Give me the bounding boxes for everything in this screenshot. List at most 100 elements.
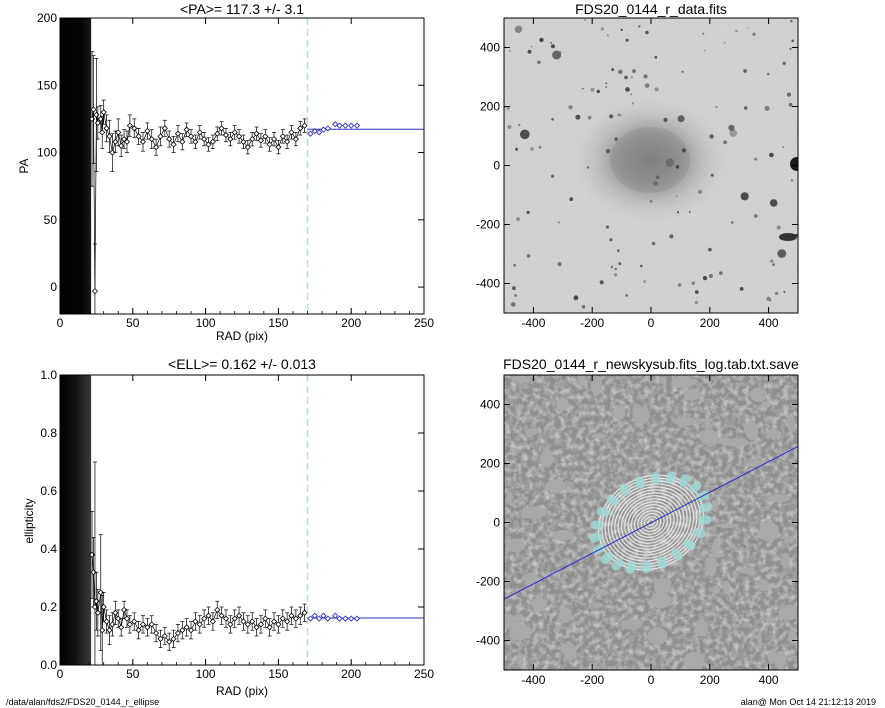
y-tick-label: -200 [476, 575, 500, 589]
mask-blob [563, 642, 576, 662]
mask-blob [505, 539, 526, 553]
star [539, 37, 544, 43]
star [651, 241, 656, 246]
mask-blob [595, 588, 608, 596]
star [518, 123, 521, 127]
star [616, 249, 620, 253]
star [728, 124, 735, 131]
fit-data-point [353, 122, 361, 129]
data-point [201, 615, 208, 622]
ellipse-marker [590, 520, 600, 530]
data-point [148, 621, 155, 628]
data-point [284, 618, 291, 625]
data-point [94, 119, 101, 127]
mask-blob [694, 619, 709, 637]
star [677, 115, 685, 123]
star [681, 148, 687, 153]
data-point [270, 618, 278, 625]
ellipticity-y-axis-title: ellipticity [22, 498, 36, 543]
data-point [266, 141, 273, 148]
mask-blob [556, 397, 569, 412]
data-point [192, 138, 199, 145]
data-point [231, 615, 238, 622]
star [516, 217, 520, 221]
star [609, 114, 614, 119]
fit-data-point [307, 615, 314, 622]
star [752, 32, 756, 36]
data-point [123, 138, 131, 145]
data-point [292, 136, 299, 143]
star [557, 262, 562, 267]
data-point [301, 609, 308, 616]
star [789, 47, 792, 50]
data-point [118, 142, 125, 149]
star [776, 225, 781, 230]
data-point [148, 136, 155, 143]
data-point [297, 612, 304, 619]
y-tick-label: 150 [37, 78, 57, 92]
star [614, 267, 617, 271]
star [663, 117, 668, 122]
y-tick-label: 1.0 [40, 368, 57, 382]
star [587, 115, 592, 120]
star [586, 166, 590, 169]
fit-data-point [311, 612, 318, 619]
mask-blob [650, 592, 672, 609]
ellipticity-x-axis-title: RAD (pix) [216, 684, 268, 698]
data-point [249, 618, 256, 625]
x-tick-label: 0 [57, 667, 64, 681]
data-point [183, 126, 190, 133]
isophote-image [504, 375, 798, 670]
star [790, 19, 793, 23]
mask-blob [540, 449, 554, 467]
data-point [126, 122, 133, 129]
mask-blob [658, 377, 667, 384]
star [786, 92, 792, 97]
data-point [115, 129, 122, 136]
star [774, 291, 779, 296]
star [527, 49, 532, 54]
data-point [196, 129, 203, 136]
data-point [284, 138, 291, 145]
star [557, 221, 561, 224]
mask-blob [683, 651, 705, 670]
star [506, 106, 510, 110]
mask-blob [767, 494, 790, 503]
data-point [109, 621, 116, 628]
star [791, 39, 794, 43]
y-tick-label: 0 [50, 280, 57, 294]
star [675, 165, 680, 169]
star [550, 41, 553, 44]
star [605, 148, 611, 154]
mask-blob [509, 623, 530, 641]
fit-data-point [316, 129, 323, 136]
data-point [205, 612, 212, 619]
star [735, 29, 738, 33]
star [559, 51, 562, 54]
mask-blob [764, 617, 776, 622]
y-tick-label: 0.2 [40, 600, 57, 614]
y-tick-label: 0.6 [40, 484, 57, 498]
data-point [187, 627, 195, 634]
x-tick-label: 100 [196, 316, 216, 330]
star [643, 74, 648, 79]
pa-x-axis-title: RAD (pix) [216, 329, 268, 343]
star [620, 28, 623, 31]
star [644, 83, 650, 88]
ellipse-marker [596, 507, 606, 517]
x-tick-label: 200 [700, 673, 720, 687]
star [710, 173, 714, 177]
data-point [292, 615, 299, 622]
data-point [275, 621, 282, 628]
mask-blob [506, 491, 513, 504]
mask-blob [545, 479, 566, 493]
star [514, 294, 517, 297]
star [654, 55, 658, 59]
star [530, 45, 533, 48]
y-tick-label: -400 [476, 277, 500, 291]
fit-data-point [332, 121, 339, 128]
star [681, 70, 684, 73]
ellipse-marker [600, 555, 610, 564]
star [643, 280, 647, 283]
star [769, 152, 774, 158]
